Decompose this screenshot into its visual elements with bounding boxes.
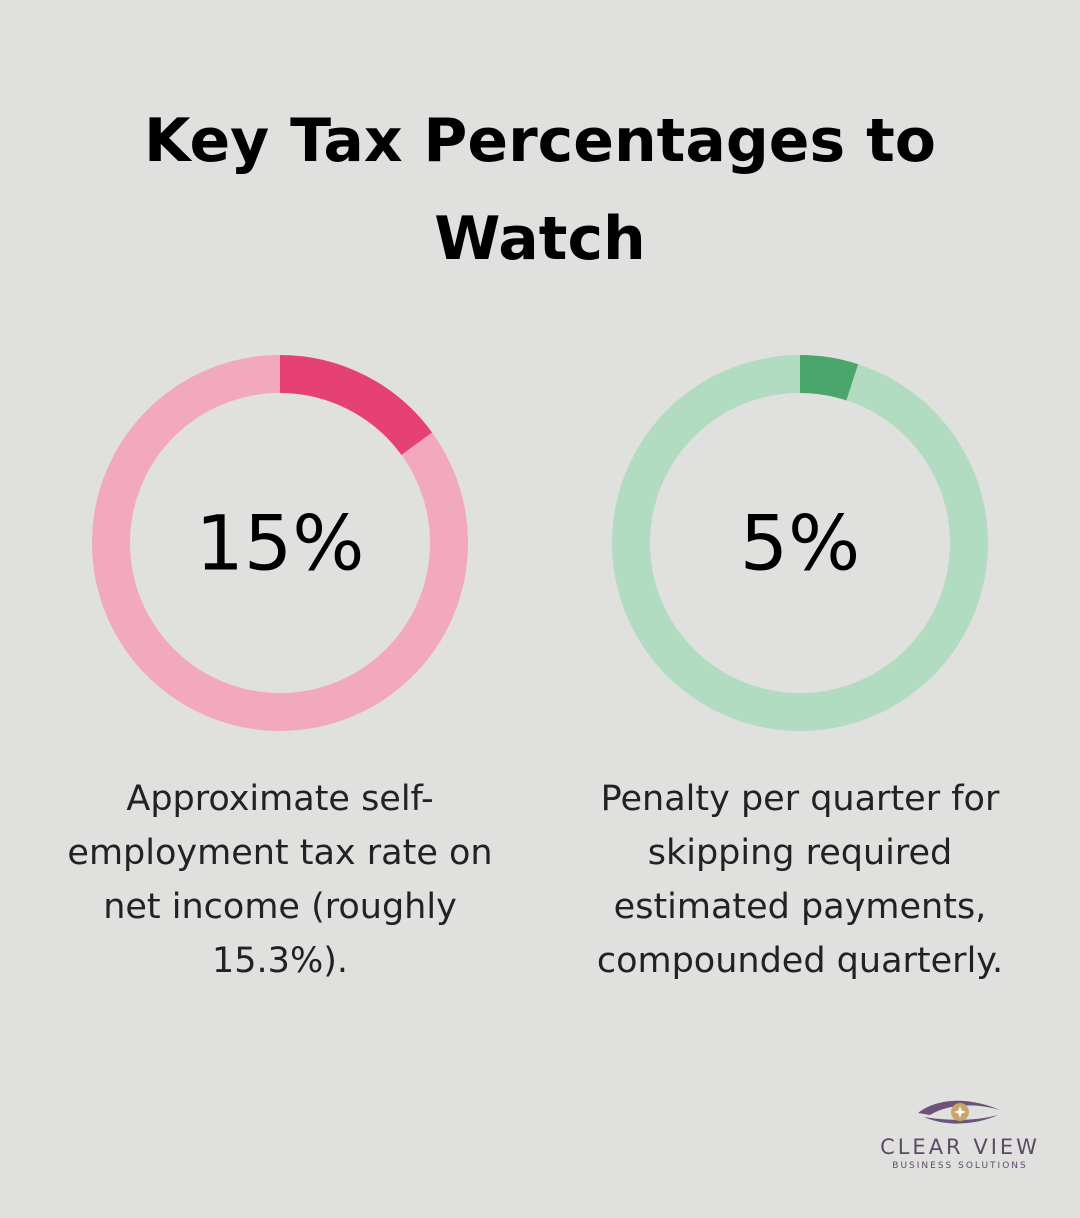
caption: Approximate self-employment tax rate on … [67, 779, 493, 981]
logo-icon [918, 1100, 1002, 1124]
donut-charts: 15% 5% [92, 355, 988, 731]
caption: Penalty per quarter for skipping require… [596, 779, 1004, 981]
donut-arc [279, 355, 433, 456]
logo-name: CLEAR VIEW [880, 1135, 1040, 1159]
logo-tagline: BUSINESS SOLUTIONS [892, 1161, 1028, 1171]
logo: CLEAR VIEW BUSINESS SOLUTIONS [860, 1095, 1060, 1171]
title: Key Tax Percentages to Watch [144, 106, 936, 274]
donut-value-label: 15% [196, 499, 365, 588]
donut-value-label: 5% [740, 499, 861, 588]
donut-arc [799, 355, 859, 401]
